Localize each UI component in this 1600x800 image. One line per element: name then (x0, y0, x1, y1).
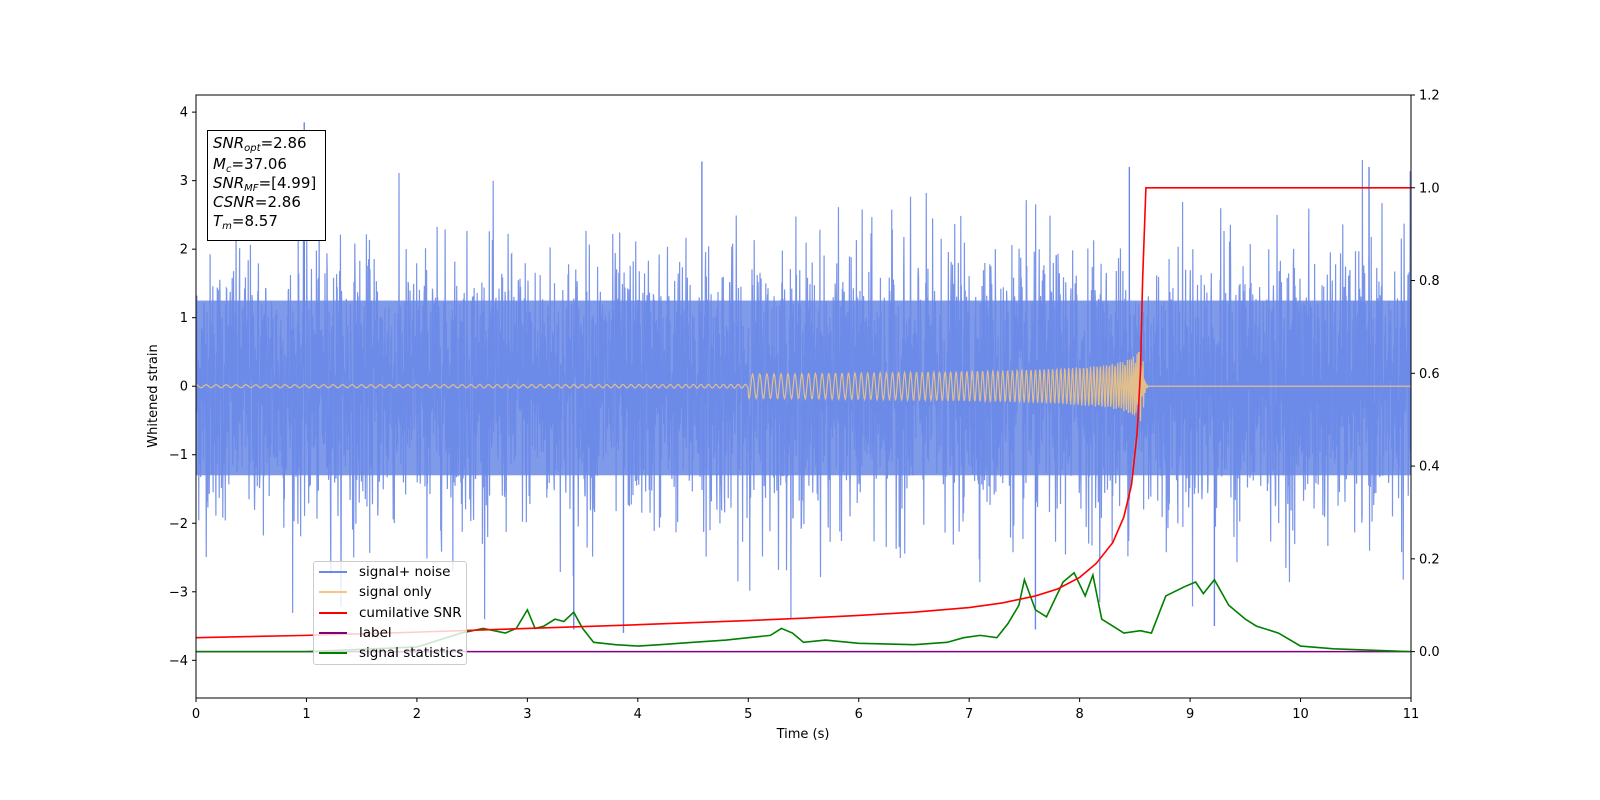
y2-tick-label: 1.0 (1419, 181, 1440, 196)
x-tick-label: 7 (965, 707, 973, 722)
x-axis-label: Time (s) (776, 727, 830, 742)
legend-swatch (319, 612, 347, 614)
signal-only-line (196, 351, 1411, 422)
y-axis-label: Whitened strain (146, 344, 161, 447)
tm-annotation: Tm=8.57 (213, 212, 278, 232)
legend-label: signal statistics (359, 645, 464, 661)
x-tick-label: 0 (192, 707, 200, 722)
legend-label: label (359, 625, 392, 641)
legend-swatch (319, 591, 347, 593)
legend-label: signal only (359, 584, 432, 600)
y-tick-label: −4 (169, 654, 188, 669)
x-tick-label: 6 (855, 707, 863, 722)
x-tick-label: 8 (1075, 707, 1083, 722)
legend-item-cumulative-snr: cumilative SNR (319, 603, 462, 623)
x-tick-label: 4 (634, 707, 642, 722)
snr-opt-annotation: SNRopt=2.86 (213, 134, 307, 154)
legend-swatch (319, 652, 347, 654)
y-tick-label: −2 (169, 517, 188, 532)
legend-item-signal-only: signal only (319, 582, 432, 602)
legend-item-signal-statistics: signal statistics (319, 643, 463, 663)
x-tick-label: 3 (523, 707, 531, 722)
snr-mf-annotation: SNRMF=[4.99] (213, 174, 317, 194)
legend: signal+ noise signal only cumilative SNR… (313, 561, 467, 665)
y2-tick-label: 0.6 (1419, 367, 1440, 382)
chart-axes: 0 1 2 3 4 5 6 7 8 9 10 11 −4 −3 −2 −1 0 1 2 3 4 0.0 0.2 0.4 0.6 0… (169, 89, 1440, 723)
mc-annotation: Mc=37.06 (213, 155, 287, 175)
x-tick-label: 1 (302, 707, 310, 722)
legend-swatch (319, 632, 347, 634)
csnr-annotation: CSNR=2.86 (213, 193, 301, 211)
chart-traces (196, 122, 1411, 653)
legend-item-signal-noise: signal+ noise (319, 562, 450, 582)
x-tick-label: 5 (744, 707, 752, 722)
x-tick-label: 10 (1292, 707, 1309, 722)
y2-tick-label: 0.4 (1419, 460, 1440, 475)
y-tick-label: −1 (169, 448, 188, 463)
legend-item-label: label (319, 623, 392, 643)
y-tick-label: 2 (180, 243, 188, 258)
y-tick-label: 3 (180, 174, 188, 189)
signal-statistics-line (196, 571, 1411, 653)
legend-label: signal+ noise (359, 564, 451, 580)
stats-annotation-box: SNRopt=2.86 Mc=37.06 SNRMF=[4.99] CSNR=2… (207, 130, 326, 241)
y-tick-label: 4 (180, 106, 188, 121)
y2-tick-label: 0.8 (1419, 274, 1440, 289)
y2-tick-label: 0.2 (1419, 552, 1440, 567)
legend-label: cumilative SNR (359, 605, 462, 621)
y2-tick-label: 1.2 (1419, 89, 1440, 104)
y2-tick-label: 0.0 (1419, 645, 1440, 660)
x-tick-label: 2 (413, 707, 421, 722)
x-tick-label: 9 (1186, 707, 1194, 722)
legend-swatch (319, 571, 347, 573)
y-tick-label: 1 (180, 311, 188, 326)
y-tick-label: −3 (169, 585, 188, 600)
plot-frame (195, 94, 1412, 699)
y-tick-label: 0 (180, 380, 188, 395)
x-tick-label: 11 (1403, 707, 1420, 722)
cumulative-snr-line (196, 186, 1411, 639)
